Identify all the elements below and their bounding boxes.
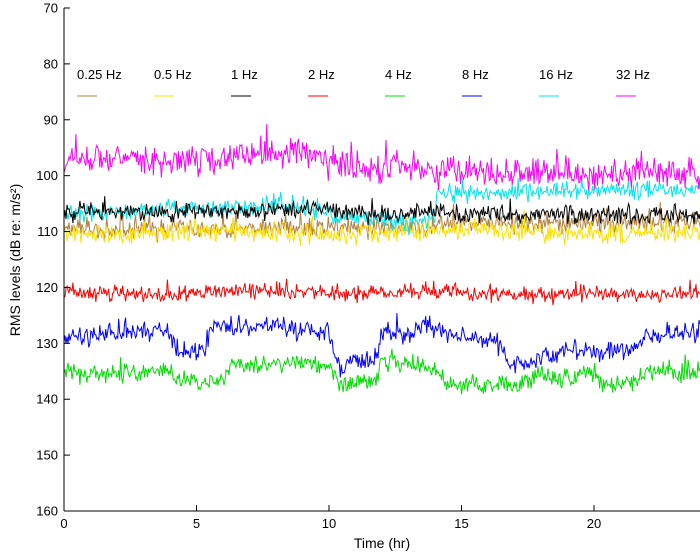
y-axis-label: RMS levels (dB re: m/s²) xyxy=(7,184,23,336)
series-layer xyxy=(63,124,700,395)
series-line-16-hz xyxy=(63,177,700,235)
y-tick-label: 70 xyxy=(44,1,58,16)
series-line-0-5-hz xyxy=(63,209,700,246)
legend-label: 1 Hz xyxy=(231,67,258,82)
x-tick-label: 20 xyxy=(587,516,601,531)
y-tick-label: 110 xyxy=(37,224,58,239)
plot-area xyxy=(64,8,700,511)
x-tick-label: 5 xyxy=(193,516,200,531)
series-line-1-hz xyxy=(63,196,700,225)
x-tick-label: 0 xyxy=(60,516,67,531)
y-tick-label: 160 xyxy=(36,504,58,519)
x-tick-label: 10 xyxy=(322,516,336,531)
series-line-2-hz xyxy=(63,278,700,306)
series-line-32-hz xyxy=(63,124,700,191)
legend: 0.25 Hz 0.5 Hz 1 Hz 2 Hz 4 Hz 8 Hz 16 Hz 32 Hz xyxy=(77,67,650,97)
legend-label: 16 Hz xyxy=(539,67,573,82)
y-tick-label: 150 xyxy=(36,448,58,463)
legend-label: 0.25 Hz xyxy=(77,67,122,82)
y-tick-label: 140 xyxy=(36,392,58,407)
y-tick-label: 130 xyxy=(36,336,58,351)
legend-label: 2 Hz xyxy=(308,67,335,82)
x-tick-label: 15 xyxy=(454,516,468,531)
legend-label: 8 Hz xyxy=(462,67,489,82)
y-tick-label: 100 xyxy=(36,168,58,183)
y-tick-label: 90 xyxy=(44,112,58,127)
y-tick-label: 80 xyxy=(44,56,58,71)
legend-label: 32 Hz xyxy=(616,67,650,82)
series-line-4-hz xyxy=(63,348,700,395)
x-axis-label: Time (hr) xyxy=(354,535,410,551)
y-tick-label: 120 xyxy=(36,280,58,295)
legend-label: 4 Hz xyxy=(385,67,412,82)
series-line-8-hz xyxy=(63,313,700,378)
legend-label: 0.5 Hz xyxy=(154,67,192,82)
